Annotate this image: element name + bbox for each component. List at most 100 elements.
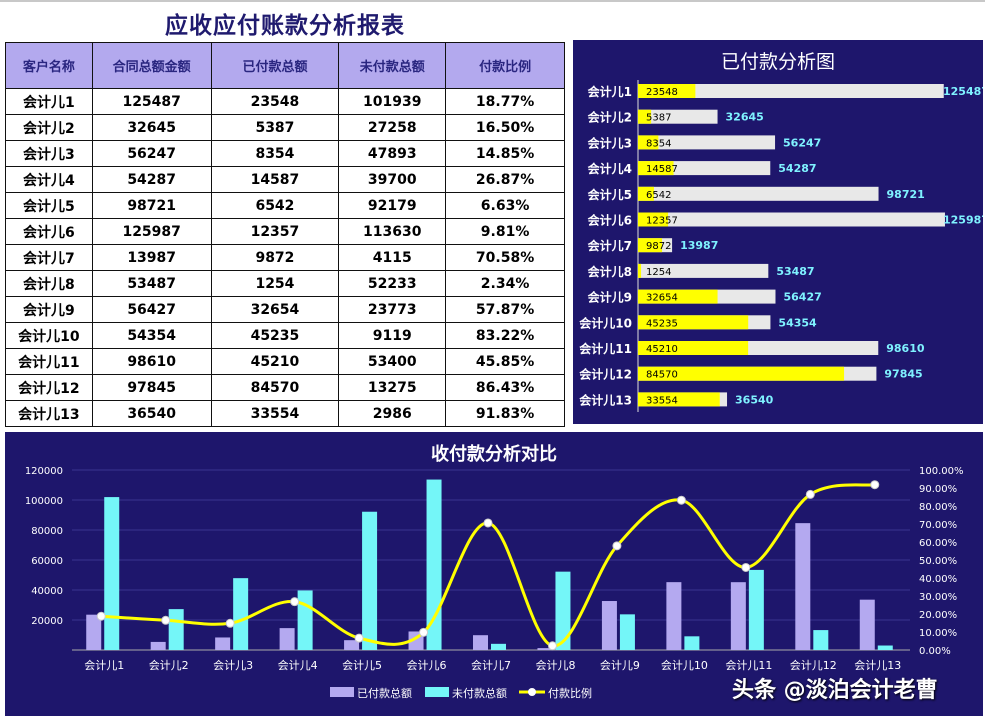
paid-bar <box>638 238 663 253</box>
category-label: 会计儿13 <box>579 392 632 407</box>
chart-title: 收付款分析对比 <box>431 443 557 465</box>
table-cell: 会计儿1 <box>5 88 93 115</box>
table-cell: 9.81% <box>445 218 565 245</box>
category-label: 会计儿10 <box>579 315 632 330</box>
paid-bar <box>638 341 749 355</box>
table-cell: 32645 <box>91 114 212 141</box>
total-bar <box>638 109 718 124</box>
paid-bar <box>666 582 682 650</box>
total-data-label: 54287 <box>778 162 816 175</box>
table-cell: 125987 <box>91 218 212 245</box>
right-axis-tick: 0.00% <box>919 646 951 657</box>
watermark: 头条 @淡泊会计老曹 <box>732 678 938 703</box>
table-cell: 会计儿9 <box>5 296 93 323</box>
ratio-marker <box>741 562 751 572</box>
paid-data-label: 9872 <box>646 241 671 252</box>
receivables-table: 客户名称 合同总额金额 已付款总额 未付款总额 付款比例 会计儿1 125487 23548… <box>5 42 565 427</box>
category-label: 会计儿2 <box>149 659 189 672</box>
table-cell: 27258 <box>338 114 447 141</box>
table-cell: 39700 <box>338 166 447 193</box>
table-cell: 86.43% <box>445 374 565 401</box>
total-data-label: 56247 <box>783 136 821 149</box>
table-cell: 101939 <box>338 88 447 115</box>
category-label: 会计儿10 <box>661 659 708 672</box>
table-cell: 4115 <box>338 244 447 271</box>
table-row: 会计儿13 36540 33554 2986 91.83% <box>5 400 565 427</box>
table-cell: 8354 <box>210 140 340 167</box>
column-header: 未付款总额 <box>338 42 447 89</box>
paid-data-label: 12357 <box>646 216 678 227</box>
paid-data-label: 33554 <box>646 395 678 406</box>
table-cell: 16.50% <box>445 114 565 141</box>
table-cell: 53487 <box>91 270 212 297</box>
unpaid-bar <box>233 578 249 650</box>
total-data-label: 53487 <box>776 265 814 278</box>
table-cell: 91.83% <box>445 400 565 427</box>
right-axis-tick: 50.00% <box>919 556 957 567</box>
table-row: 会计儿7 13987 9872 4115 70.58% <box>5 244 565 271</box>
paid-bar <box>638 161 674 176</box>
total-data-label: 54354 <box>778 316 817 329</box>
ratio-marker <box>96 611 106 621</box>
total-data-label: 98610 <box>886 342 925 355</box>
table-cell: 会计儿13 <box>5 400 93 427</box>
table-cell: 84570 <box>210 374 340 401</box>
table-cell: 56247 <box>91 140 212 167</box>
paid-data-label: 45210 <box>646 344 678 355</box>
ratio-marker <box>419 627 429 637</box>
table-cell: 97845 <box>91 374 212 401</box>
table-cell: 52233 <box>338 270 447 297</box>
table-row: 会计儿11 98610 45210 53400 45.85% <box>5 348 565 375</box>
total-bar <box>638 135 776 150</box>
table-cell: 会计儿4 <box>5 166 93 193</box>
paid-bar <box>638 109 652 124</box>
table-cell: 会计儿7 <box>5 244 93 271</box>
table-row: 会计儿5 98721 6542 92179 6.63% <box>5 192 565 219</box>
category-label: 会计儿8 <box>535 659 575 672</box>
category-label: 会计儿12 <box>790 659 837 672</box>
column-header: 付款比例 <box>445 42 565 89</box>
paid-data-label: 5387 <box>646 113 671 124</box>
paid-data-label: 32654 <box>646 293 678 304</box>
table-cell: 13275 <box>338 374 447 401</box>
paid-bar <box>215 637 231 650</box>
paid-bar <box>638 186 654 201</box>
total-bar <box>638 186 879 201</box>
category-label: 会计儿11 <box>579 341 632 356</box>
table-cell: 会计儿8 <box>5 270 93 297</box>
table-cell: 47893 <box>338 140 447 167</box>
table-cell: 23548 <box>210 88 340 115</box>
table-cell: 12357 <box>210 218 340 245</box>
paid-data-label: 45235 <box>646 318 678 329</box>
total-bar <box>638 84 944 98</box>
unpaid-bar <box>684 636 700 650</box>
category-label: 会计儿7 <box>471 659 511 672</box>
unpaid-bar <box>555 571 571 650</box>
table-cell: 会计儿2 <box>5 114 93 141</box>
unpaid-bar <box>297 590 313 650</box>
table-cell: 9119 <box>338 322 447 349</box>
category-label: 会计儿1 <box>588 84 632 99</box>
category-label: 会计儿9 <box>600 659 640 672</box>
table-cell: 会计儿12 <box>5 374 93 401</box>
table-row: 会计儿12 97845 84570 13275 86.43% <box>5 374 565 401</box>
unpaid-bar <box>748 569 764 650</box>
ratio-marker <box>547 641 557 651</box>
table-row: 会计儿6 125987 12357 113630 9.81% <box>5 218 565 245</box>
table-cell: 57.87% <box>445 296 565 323</box>
unpaid-bar <box>491 643 506 650</box>
table-cell: 会计儿10 <box>5 322 93 349</box>
total-bar <box>638 212 945 227</box>
table-cell: 5387 <box>210 114 340 141</box>
total-data-label: 32645 <box>726 111 764 124</box>
table-cell: 45.85% <box>445 348 565 375</box>
paid-data-label: 23548 <box>646 87 678 98</box>
table-cell: 53400 <box>338 348 447 375</box>
page-title: 应收应付账款分析报表 <box>165 13 405 39</box>
right-axis-tick: 20.00% <box>919 610 957 621</box>
unpaid-bar <box>104 497 120 650</box>
paid-bar <box>638 315 749 330</box>
paid-bar <box>638 366 845 381</box>
table-cell: 13987 <box>91 244 212 271</box>
chart-title: 已付款分析图 <box>721 51 835 73</box>
